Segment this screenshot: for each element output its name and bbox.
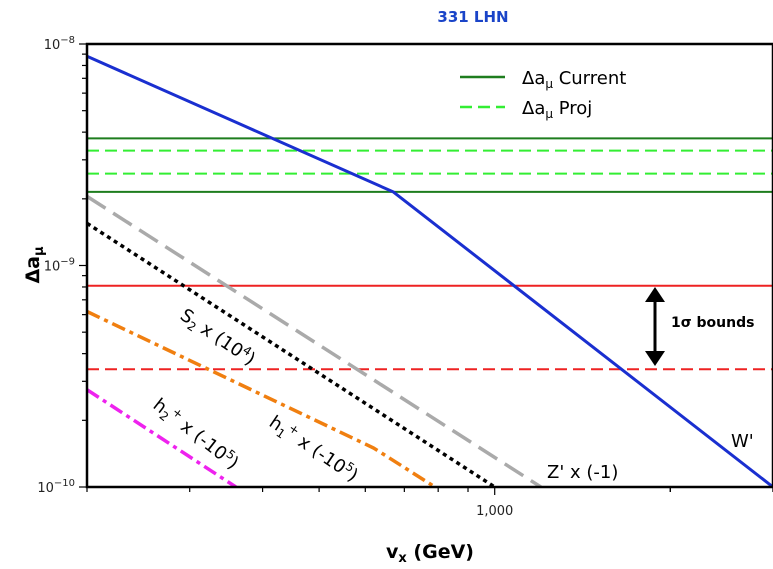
legend-proj-suffix: Proj	[553, 98, 592, 119]
x-axis-label-main: v	[386, 541, 399, 563]
series-line-w	[86, 54, 773, 487]
sigma-bounds-indicator: 1σ bounds	[645, 287, 754, 366]
x-axis-label-unit: (GeV)	[407, 541, 474, 563]
annotation-h2-mid: x (-10	[172, 412, 231, 465]
annotation-z-prime: Z' x (-1)	[547, 462, 618, 483]
x-tick-label: 1,000	[476, 504, 513, 519]
series-group	[86, 54, 773, 487]
arrow-up-icon	[645, 287, 665, 302]
legend-current-suffix: Current	[553, 68, 626, 89]
y-axis-label: Δaμ	[22, 246, 47, 284]
sigma-bounds-label: 1σ bounds	[671, 315, 754, 331]
annotation-h2: h2+ x (-105)	[148, 393, 244, 476]
annotation-h1-mid: x (-10	[289, 428, 349, 478]
legend-label-current: Δaμ Current	[522, 68, 626, 91]
y-tick-label: 10−10	[37, 478, 75, 496]
legend: Δaμ Current Δaμ Proj	[460, 68, 626, 121]
series-line-h2	[86, 388, 237, 487]
band-group	[87, 137, 773, 371]
legend-proj-main: Δa	[522, 98, 545, 119]
annotation-s2-mid: x (10	[192, 315, 247, 362]
legend-label-proj: Δaμ Proj	[522, 98, 592, 121]
y-tick-label: 10−8	[44, 35, 75, 53]
tick-group: 1,000 10−8 10−9 10−10	[37, 35, 773, 519]
legend-proj-sub: μ	[545, 107, 553, 121]
series-line-h1	[86, 309, 436, 487]
x-axis-label: vx (GeV)	[386, 541, 474, 566]
annotation-w-prime: W'	[731, 431, 754, 452]
y-axis-label-sub: μ	[32, 246, 47, 256]
series-line-s2	[86, 221, 496, 487]
y-tick-label: 10−9	[44, 257, 75, 275]
y-axis-label-main: Δa	[22, 256, 44, 284]
plot-frame	[85, 42, 773, 489]
x-axis-label-sub: x	[398, 551, 407, 566]
chart-title: 331 LHN	[437, 8, 508, 26]
series-line-z	[86, 194, 542, 487]
arrow-down-icon	[645, 351, 665, 366]
legend-current-sub: μ	[545, 77, 553, 91]
legend-current-main: Δa	[522, 68, 545, 89]
annotation-h1: h1+ x (-105)	[264, 410, 363, 488]
